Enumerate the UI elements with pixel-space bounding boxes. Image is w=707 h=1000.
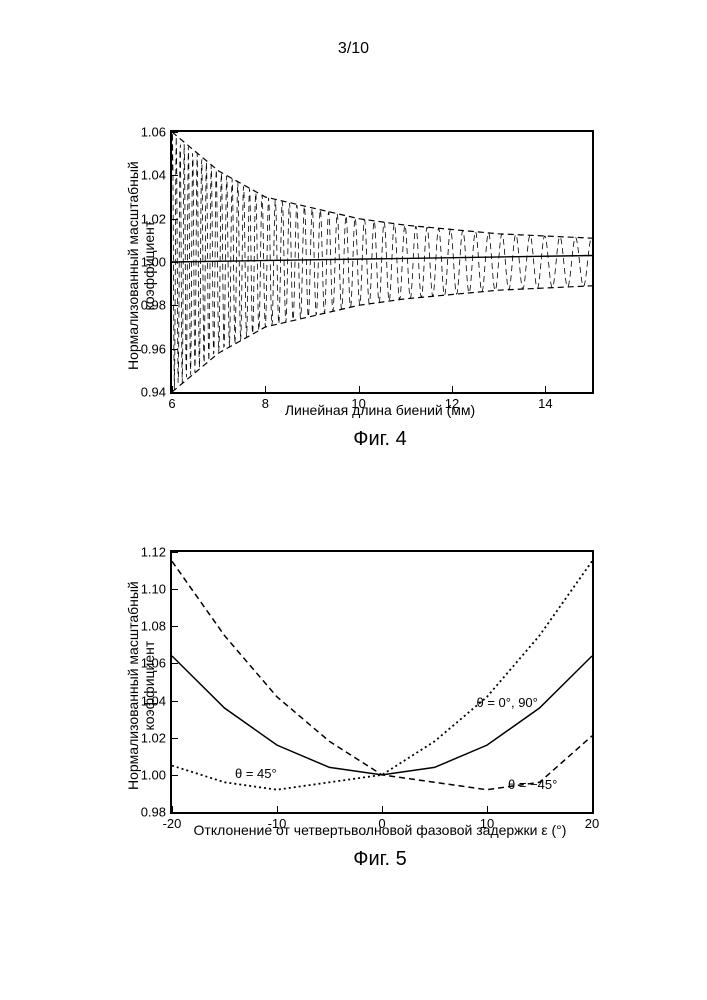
xtick-label: 0 [378,816,385,831]
fig4-svg [172,132,592,392]
ytick-label: 1.04 [141,168,166,183]
fig4-caption: Фиг. 4 [170,428,590,451]
ytick-label: 1.08 [141,619,166,634]
fig5-plot-area: 0.981.001.021.041.061.081.101.12-20-1001… [170,550,594,814]
ytick-label: 1.02 [141,730,166,745]
xtick-label: -10 [268,816,287,831]
ytick-label: 1.06 [141,656,166,671]
ytick-label: 1.10 [141,582,166,597]
xtick-label: -20 [163,816,182,831]
ytick-label: 1.12 [141,545,166,560]
ytick-label: 1.00 [141,255,166,270]
xtick-label: 14 [538,396,552,411]
xtick-label: 10 [480,816,494,831]
ytick-label: 0.96 [141,341,166,356]
ytick-label: 1.00 [141,767,166,782]
ytick-label: 1.06 [141,125,166,140]
xtick-label: 12 [445,396,459,411]
figure-4: Нормализованный масштабный коэффициент 0… [110,130,610,451]
xtick-label: 20 [585,816,599,831]
ytick-label: 0.94 [141,385,166,400]
fig4-xlabel: Линейная длина биений (мм) [170,402,590,418]
ytick-label: 1.02 [141,211,166,226]
ytick-label: 1.04 [141,693,166,708]
xtick-label: 8 [262,396,269,411]
fig5-caption: Фиг. 5 [170,848,590,871]
chart-annotation: θ = 45° [235,766,277,781]
xtick-label: 6 [168,396,175,411]
xtick-label: 10 [351,396,365,411]
chart-annotation: θ = 0°, 90° [477,695,538,710]
figure-5: Нормализованный масштабный коэффициент 0… [110,550,610,871]
fig5-ylabel: Нормализованный масштабный коэффициент [125,581,157,790]
page-number: 3/10 [338,40,369,58]
fig4-plot-area: 0.940.960.981.001.021.041.0668101214 [170,130,594,394]
chart-annotation: θ = −45° [508,777,557,792]
ytick-label: 0.98 [141,298,166,313]
